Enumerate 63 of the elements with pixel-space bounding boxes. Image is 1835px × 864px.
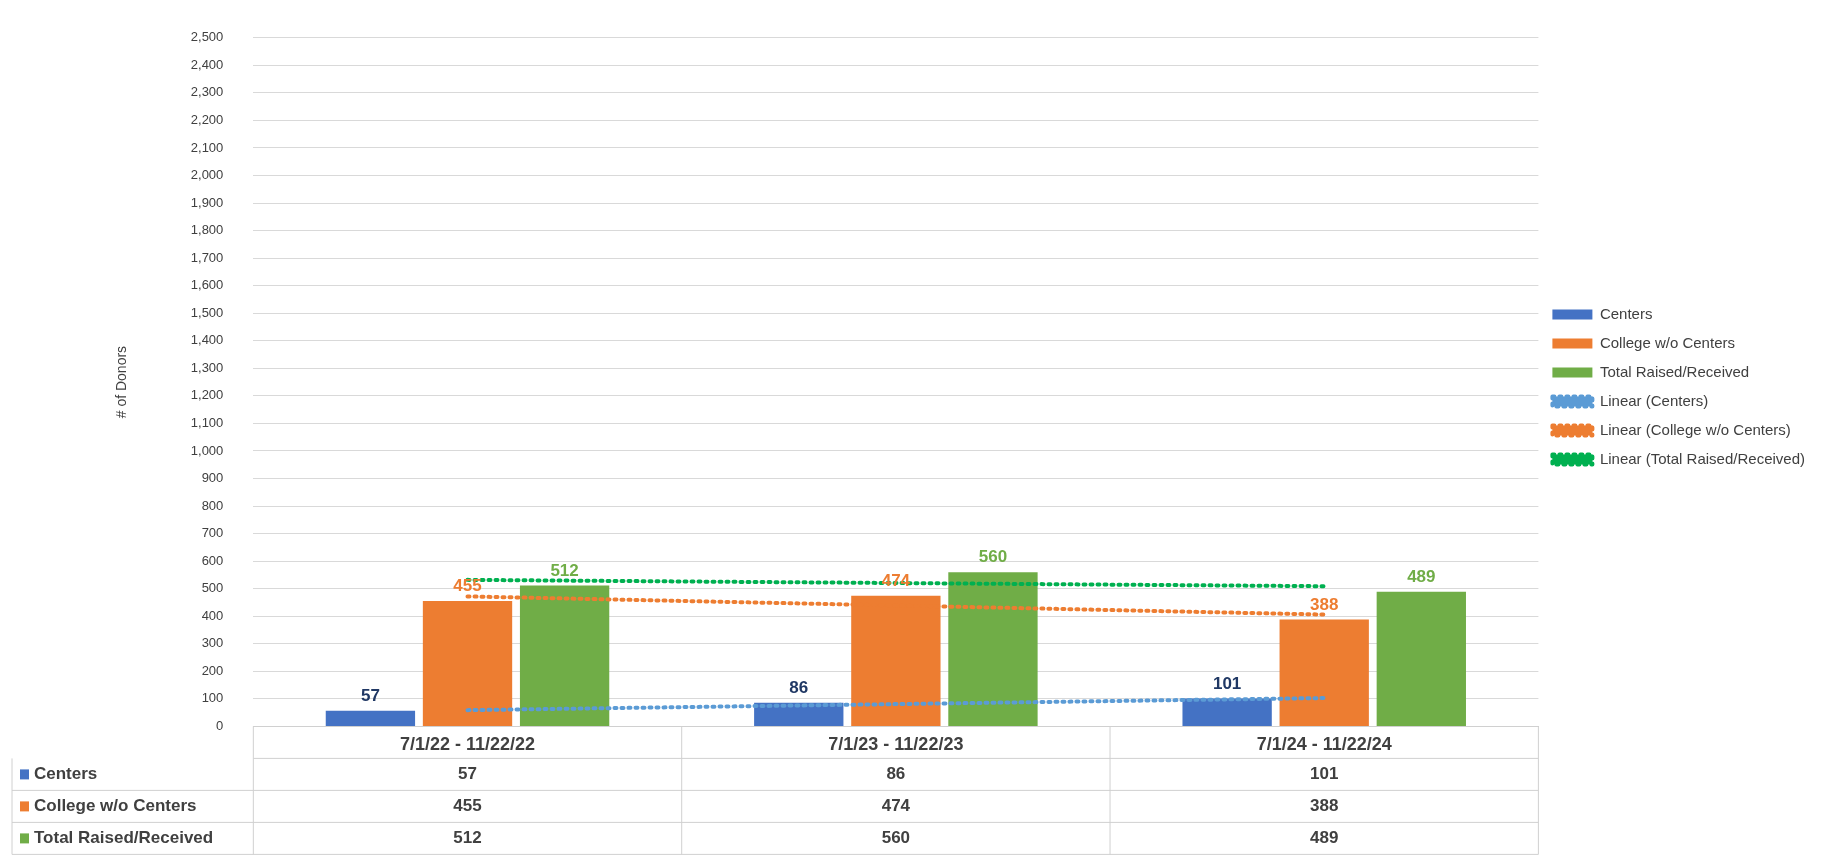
text: 388 xyxy=(1310,594,1339,614)
y-tick-label: 2,300 xyxy=(190,84,224,100)
legend-label: Linear (College w/o Centers) xyxy=(1599,420,1791,438)
x-tick-label: 7/1/22 - 11/22/22 xyxy=(399,734,536,755)
text: 489 xyxy=(1407,566,1436,586)
y-tick-label: 400 xyxy=(201,607,224,623)
bar xyxy=(519,585,610,726)
x-tick-label: 7/1/23 - 11/22/23 xyxy=(828,734,964,755)
y-tick-label: 1,700 xyxy=(190,249,224,265)
y-tick-label: 900 xyxy=(201,470,224,486)
y-tick-label: 2,400 xyxy=(190,56,224,72)
data-label: 455 xyxy=(453,796,482,816)
y-tick-label: 200 xyxy=(201,662,224,678)
legend-label: Total Raised/Received xyxy=(1599,362,1750,380)
legend-label: College w/o Centers xyxy=(34,796,197,816)
legend-label: Centers xyxy=(34,764,98,784)
text: 512 xyxy=(550,560,579,580)
text: 57 xyxy=(360,685,380,705)
bar xyxy=(1182,698,1272,726)
y-tick-label: 0 xyxy=(216,717,224,733)
legend-label: Linear (Total Raised/Received) xyxy=(1599,449,1806,467)
y-tick-label: 2,500 xyxy=(190,29,224,45)
data-label: 560 xyxy=(881,828,911,848)
text: 560 xyxy=(978,547,1008,567)
data-label: 512 xyxy=(453,828,482,848)
y-tick-label: 1,800 xyxy=(190,222,224,238)
y-tick-label: 1,100 xyxy=(190,414,224,430)
text: 101 xyxy=(1212,673,1242,693)
text: College w/o Centers xyxy=(1599,333,1735,351)
y-tick-label: 1,500 xyxy=(190,304,224,320)
data-label: 474 xyxy=(881,796,911,816)
text: Total Raised/Received xyxy=(34,828,214,848)
y-tick-label: 300 xyxy=(201,635,224,651)
data-label: 388 xyxy=(1310,796,1339,816)
y-tick-label: 2,000 xyxy=(190,167,224,183)
y-tick-label: 1,400 xyxy=(190,332,224,348)
y-tick-label: 800 xyxy=(201,497,224,513)
bar xyxy=(1279,619,1369,726)
y-tick-label: 1,200 xyxy=(190,387,224,403)
y-tick-label: 700 xyxy=(201,525,224,541)
y-tick-label: 1,000 xyxy=(190,442,224,458)
data-label: 489 xyxy=(1310,828,1339,848)
bar xyxy=(948,572,1038,726)
y-tick-label: 1,900 xyxy=(190,194,224,210)
y-tick-label: 2,200 xyxy=(190,112,224,128)
data-label: 101 xyxy=(1310,764,1339,784)
y-tick-label: 100 xyxy=(201,690,224,706)
bar xyxy=(422,601,513,726)
y-tick-label: 1,600 xyxy=(190,277,224,293)
legend-label: Linear (Centers) xyxy=(1599,391,1709,409)
y-tick-label: 2,100 xyxy=(190,139,224,155)
y-axis-title: # of Donors xyxy=(113,345,130,419)
bar xyxy=(325,710,416,726)
y-tick-label: 1,300 xyxy=(190,359,224,375)
bar xyxy=(1376,591,1466,726)
text: 455 xyxy=(453,576,482,596)
text: Centers xyxy=(1599,304,1653,322)
y-tick-label: 500 xyxy=(201,580,224,596)
data-label: 57 xyxy=(458,764,477,784)
y-tick-label: 600 xyxy=(201,552,224,568)
x-tick-label: 7/1/24 - 11/22/24 xyxy=(1256,734,1392,755)
data-label: 86 xyxy=(886,764,906,784)
text: 86 xyxy=(789,677,809,697)
